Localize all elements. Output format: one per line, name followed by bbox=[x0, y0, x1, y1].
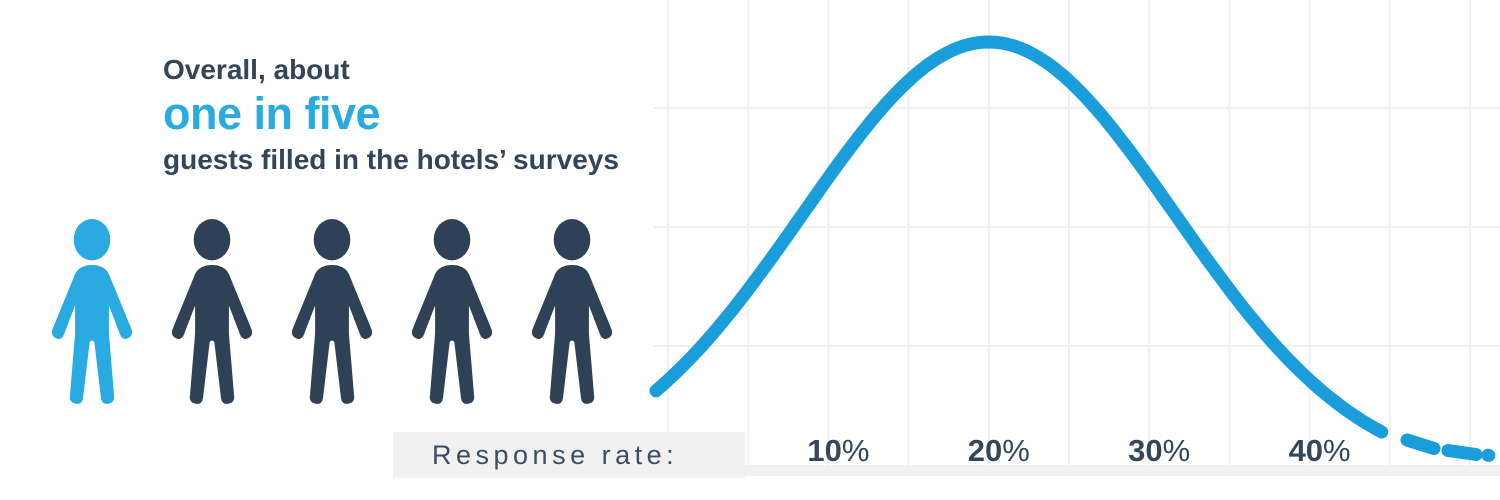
person-icon-highlighted bbox=[51, 219, 133, 404]
person-icon bbox=[291, 219, 373, 404]
person-body bbox=[51, 265, 133, 404]
headline: Overall, about one in five guests filled… bbox=[163, 54, 619, 175]
x-tick-40: 40% bbox=[1289, 435, 1351, 466]
person-head bbox=[73, 219, 111, 261]
x-tick-30: 30% bbox=[1128, 435, 1190, 466]
x-tick-suffix: % bbox=[1323, 433, 1351, 468]
bell-curve-dashed-tail bbox=[1400, 433, 1496, 462]
x-tick-suffix: % bbox=[1002, 433, 1030, 468]
pictogram-people bbox=[45, 219, 619, 407]
person-head bbox=[193, 219, 231, 261]
x-axis-label-band: Response rate: bbox=[393, 432, 745, 478]
x-tick-20: 20% bbox=[968, 435, 1030, 466]
x-axis-baseline-strip bbox=[745, 465, 1500, 476]
x-tick-10: 10% bbox=[807, 435, 869, 466]
person-body bbox=[531, 265, 613, 404]
person-body bbox=[171, 265, 253, 404]
x-tick-value: 20 bbox=[967, 433, 1003, 468]
headline-line3: guests filled in the hotels’ surveys bbox=[163, 144, 619, 175]
person-icon bbox=[171, 219, 253, 404]
person-head bbox=[433, 219, 471, 261]
x-tick-value: 30 bbox=[1128, 433, 1163, 468]
x-tick-suffix: % bbox=[1162, 433, 1191, 468]
person-body bbox=[291, 265, 373, 404]
bell-curve-solid bbox=[649, 35, 1389, 439]
person-head bbox=[313, 219, 351, 261]
x-tick-value: 10 bbox=[807, 433, 842, 468]
x-axis-label: Response rate: bbox=[432, 439, 679, 470]
x-tick-value: 40 bbox=[1288, 433, 1324, 468]
x-tick-suffix: % bbox=[841, 433, 870, 468]
headline-highlight: one in five bbox=[163, 88, 381, 139]
person-body bbox=[411, 265, 493, 404]
headline-line1: Overall, about bbox=[163, 54, 350, 85]
person-icon bbox=[531, 219, 613, 404]
person-head bbox=[553, 219, 591, 261]
person-icon bbox=[411, 219, 493, 404]
